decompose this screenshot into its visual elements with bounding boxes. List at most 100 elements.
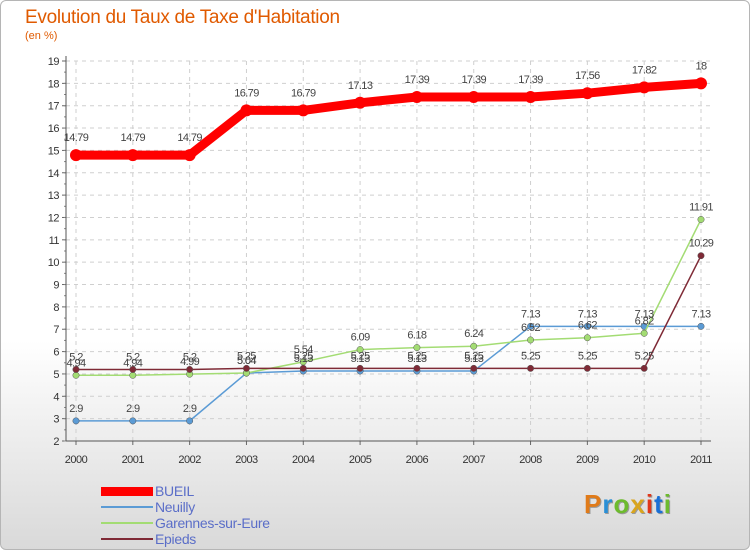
logo-letter: P bbox=[584, 489, 603, 519]
x-tick-label: 2010 bbox=[633, 454, 656, 466]
logo-letter: o bbox=[613, 489, 631, 519]
data-point bbox=[470, 364, 478, 372]
series-line-neuilly bbox=[75, 325, 702, 422]
y-tick-label: 18 bbox=[48, 78, 60, 90]
data-label: 4.94 bbox=[66, 357, 85, 369]
y-tick-label: 10 bbox=[48, 257, 60, 269]
data-label: 5.25 bbox=[578, 350, 597, 362]
data-point bbox=[240, 104, 253, 117]
data-label: 5.04 bbox=[237, 355, 256, 367]
data-label: 5.25 bbox=[237, 350, 256, 362]
data-point bbox=[354, 96, 367, 109]
data-point bbox=[129, 371, 137, 379]
data-label: 7.13 bbox=[521, 308, 540, 320]
data-point bbox=[695, 77, 707, 90]
x-tick-label: 2002 bbox=[178, 454, 201, 466]
data-label: 10.29 bbox=[689, 238, 714, 250]
x-tick-label: 2005 bbox=[349, 454, 372, 466]
proxiti-logo: Proxiti bbox=[584, 489, 672, 520]
data-label: 2.9 bbox=[183, 403, 197, 415]
y-tick-label: 17 bbox=[48, 101, 60, 113]
logo-letter: t bbox=[654, 489, 664, 519]
y-tick-label: 12 bbox=[48, 212, 60, 224]
data-point bbox=[640, 329, 648, 337]
data-point bbox=[356, 364, 364, 372]
logo-letter: i bbox=[645, 489, 655, 519]
data-point bbox=[583, 322, 591, 330]
data-label: 7.13 bbox=[691, 308, 710, 320]
data-point bbox=[524, 90, 537, 103]
line-chart: 2 3 4 5 6 7 8 9 10 11 12 13 14 15 16 17 18 19 2000 2001 2002… bbox=[48, 56, 714, 466]
y-tick-label: 15 bbox=[48, 145, 60, 157]
data-label: 5.2 bbox=[183, 351, 197, 363]
data-label: 5.25 bbox=[351, 350, 370, 362]
data-point bbox=[410, 90, 423, 103]
data-label: 14.79 bbox=[121, 132, 146, 144]
y-tick-label: 16 bbox=[48, 123, 60, 135]
data-point bbox=[583, 334, 591, 342]
data-label: 16.79 bbox=[234, 87, 259, 99]
data-point bbox=[299, 364, 307, 372]
legend-label: Neuilly bbox=[155, 499, 195, 515]
x-tick-label: 2009 bbox=[576, 454, 599, 466]
logo-letter: r bbox=[602, 489, 614, 519]
y-tick-label: 6 bbox=[53, 347, 59, 359]
x-tick-label: 2001 bbox=[122, 454, 145, 466]
data-point bbox=[527, 364, 534, 372]
data-label: 7.13 bbox=[578, 308, 597, 320]
data-label: 5.25 bbox=[294, 350, 313, 362]
data-label: 18 bbox=[695, 60, 707, 72]
data-label: 7.13 bbox=[635, 308, 654, 320]
data-label: 5.25 bbox=[635, 350, 654, 362]
legend-swatch bbox=[101, 522, 153, 524]
legend-swatch bbox=[101, 486, 153, 496]
data-label: 5.13 bbox=[351, 353, 370, 365]
logo-letter: i bbox=[663, 489, 672, 519]
data-point bbox=[467, 90, 480, 103]
data-label: 5.13 bbox=[464, 353, 483, 365]
logo-letter: x bbox=[630, 489, 646, 519]
data-point bbox=[297, 104, 310, 117]
data-point bbox=[413, 344, 421, 352]
chart-subtitle: (en %) bbox=[25, 30, 58, 42]
data-label: 6.52 bbox=[521, 322, 540, 334]
data-label: 17.39 bbox=[518, 74, 543, 86]
data-point bbox=[697, 322, 705, 330]
data-point bbox=[129, 417, 137, 425]
y-tick-label: 2 bbox=[53, 436, 59, 448]
data-label: 17.39 bbox=[461, 74, 486, 86]
data-point bbox=[186, 366, 194, 373]
legend-item: Epieds bbox=[101, 531, 270, 547]
y-tick-label: 9 bbox=[53, 280, 59, 292]
data-label: 5.25 bbox=[521, 350, 540, 362]
y-tick-label: 11 bbox=[49, 235, 60, 247]
legend-label: Epieds bbox=[155, 531, 197, 547]
data-point bbox=[72, 417, 80, 425]
data-point bbox=[581, 87, 594, 100]
data-label: 4.99 bbox=[180, 356, 199, 368]
legend-swatch bbox=[101, 538, 153, 540]
series-line-garennes-sur-eure bbox=[75, 218, 702, 377]
data-point bbox=[356, 346, 364, 354]
data-label: 16.79 bbox=[291, 87, 316, 99]
data-label: 17.82 bbox=[632, 64, 657, 76]
data-label: 4.94 bbox=[123, 357, 142, 369]
data-label: 17.13 bbox=[348, 80, 373, 92]
legend-item: Garennes-sur-Eure bbox=[101, 515, 270, 531]
data-label: 11.91 bbox=[689, 201, 713, 213]
data-point bbox=[413, 364, 421, 372]
x-tick-label: 2000 bbox=[65, 454, 88, 466]
data-label: 5.2 bbox=[126, 351, 140, 363]
x-tick-label: 2004 bbox=[292, 454, 315, 466]
data-label: 2.9 bbox=[69, 403, 83, 415]
legend-label: Garennes-sur-Eure bbox=[155, 515, 270, 531]
data-label: 5.04 bbox=[237, 355, 256, 367]
data-label: 14.79 bbox=[177, 132, 202, 144]
data-point bbox=[640, 364, 648, 372]
data-point bbox=[186, 417, 194, 425]
data-point bbox=[72, 371, 80, 379]
legend-swatch bbox=[101, 506, 153, 508]
data-point bbox=[470, 342, 478, 350]
data-point bbox=[697, 252, 705, 260]
